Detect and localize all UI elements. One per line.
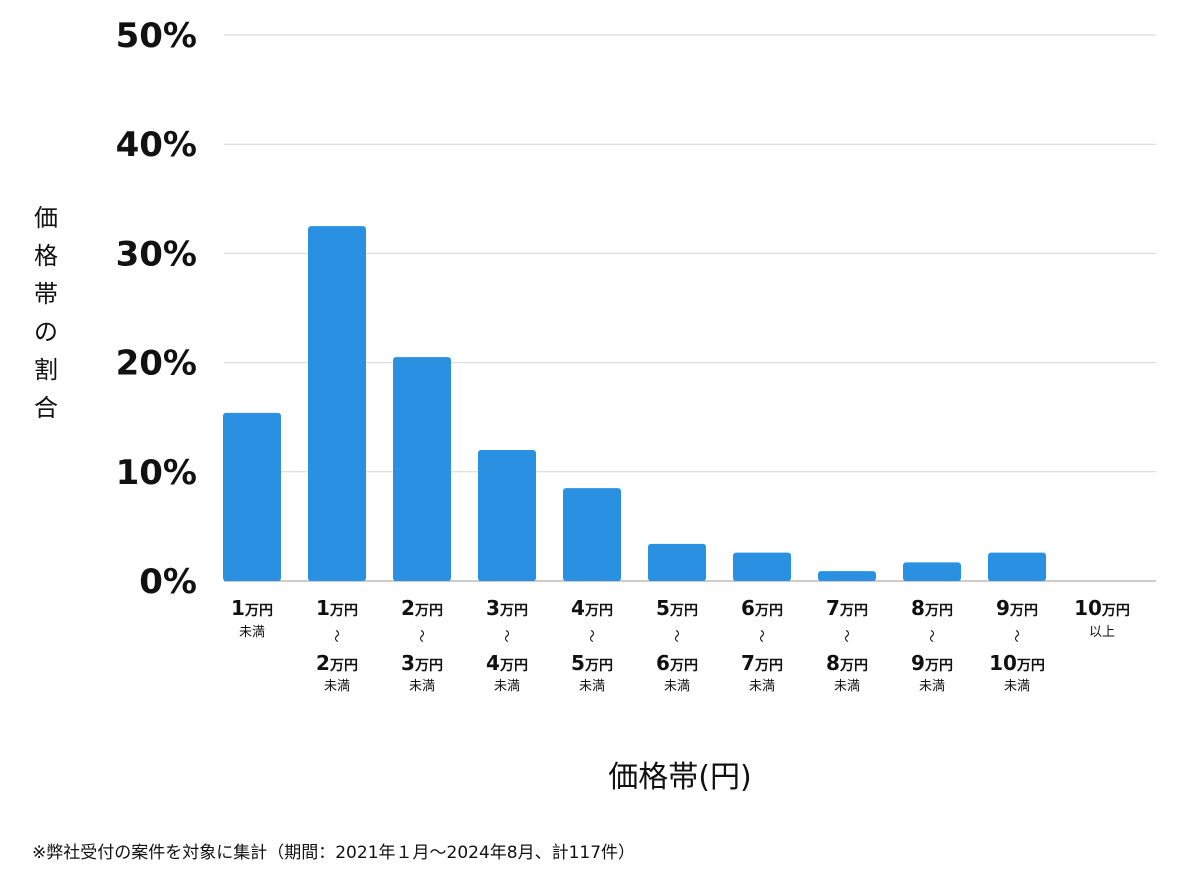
x-tick-label: 2万円 <box>401 596 443 620</box>
y-axis-label-char: 格 <box>34 242 58 270</box>
x-tick-label: 9万円 <box>996 596 1038 620</box>
y-tick-label: 20% <box>116 344 197 384</box>
range-mark: 〜 <box>498 629 513 642</box>
bar <box>563 488 621 581</box>
y-axis-label-char: 価 <box>34 204 58 232</box>
x-tick-label: 8万円 <box>911 596 953 620</box>
x-tick-label: 6万円 <box>741 596 783 620</box>
bar <box>818 571 876 581</box>
range-mark: 〜 <box>668 629 683 642</box>
bar <box>903 562 961 581</box>
category-suffix: 未満 <box>239 625 265 640</box>
y-tick-label: 50% <box>116 16 197 56</box>
x-tick-label: 10万円 <box>989 651 1045 675</box>
y-tick-label: 0% <box>139 562 197 602</box>
range-mark: 〜 <box>753 629 768 642</box>
category-suffix: 未満 <box>919 679 945 694</box>
bar <box>478 449 536 581</box>
range-mark: 〜 <box>413 629 428 642</box>
bars <box>223 226 1046 581</box>
x-tick-label: 4万円 <box>571 596 613 620</box>
bar-chart: 0%10%20%30%40%50% 1万円未満1万円〜2万円未満2万円〜3万円未… <box>34 16 1156 694</box>
range-mark: 〜 <box>1008 629 1023 642</box>
category-suffix: 以上 <box>1089 625 1115 640</box>
x-axis-label: 価格帯(円) <box>608 760 752 795</box>
x-tick-label: 3万円 <box>401 651 443 675</box>
x-tick-label: 8万円 <box>826 651 868 675</box>
y-tick-label: 30% <box>116 234 197 274</box>
bar <box>308 226 366 581</box>
category-suffix: 未満 <box>834 679 860 694</box>
bar <box>648 543 706 581</box>
x-tick-label: 5万円 <box>571 651 613 675</box>
x-tick-label: 7万円 <box>741 651 783 675</box>
x-tick-label: 1万円 <box>231 596 273 620</box>
y-axis-ticks: 0% 10% 20% 30% 40% 50% <box>116 16 197 602</box>
y-axis-label-char: 割 <box>34 356 58 384</box>
y-tick-label: 10% <box>116 453 197 493</box>
range-mark: 〜 <box>583 629 598 642</box>
bar <box>393 357 451 581</box>
x-tick-label: 6万円 <box>656 651 698 675</box>
y-tick-label: 40% <box>116 125 197 165</box>
category-suffix: 未満 <box>664 679 690 694</box>
footnote: ※弊社受付の案件を対象に集計（期間：2021年１月〜2024年8月、計117件） <box>32 843 636 863</box>
x-tick-label: 3万円 <box>486 596 528 620</box>
bar <box>988 552 1046 581</box>
bar <box>733 552 791 581</box>
range-mark: 〜 <box>838 629 853 642</box>
range-mark: 〜 <box>923 629 938 642</box>
category-suffix: 未満 <box>324 679 350 694</box>
category-suffix: 未満 <box>749 679 775 694</box>
y-axis-label-char: の <box>34 318 58 346</box>
category-suffix: 未満 <box>579 679 605 694</box>
x-tick-label: 4万円 <box>486 651 528 675</box>
x-tick-label: 5万円 <box>656 596 698 620</box>
category-suffix: 未満 <box>409 679 435 694</box>
x-axis-categories: 1万円未満1万円〜2万円未満2万円〜3万円未満3万円〜4万円未満4万円〜5万円未… <box>231 596 1130 694</box>
category-suffix: 未満 <box>1004 679 1030 694</box>
x-tick-label: 2万円 <box>316 651 358 675</box>
x-tick-label: 1万円 <box>316 596 358 620</box>
x-tick-label: 7万円 <box>826 596 868 620</box>
bar <box>223 412 281 581</box>
y-axis-label-char: 帯 <box>34 280 58 308</box>
category-suffix: 未満 <box>494 679 520 694</box>
range-mark: 〜 <box>328 629 343 642</box>
y-axis-label-char: 合 <box>34 394 58 422</box>
x-tick-label: 9万円 <box>911 651 953 675</box>
x-tick-label: 10万円 <box>1074 596 1130 620</box>
